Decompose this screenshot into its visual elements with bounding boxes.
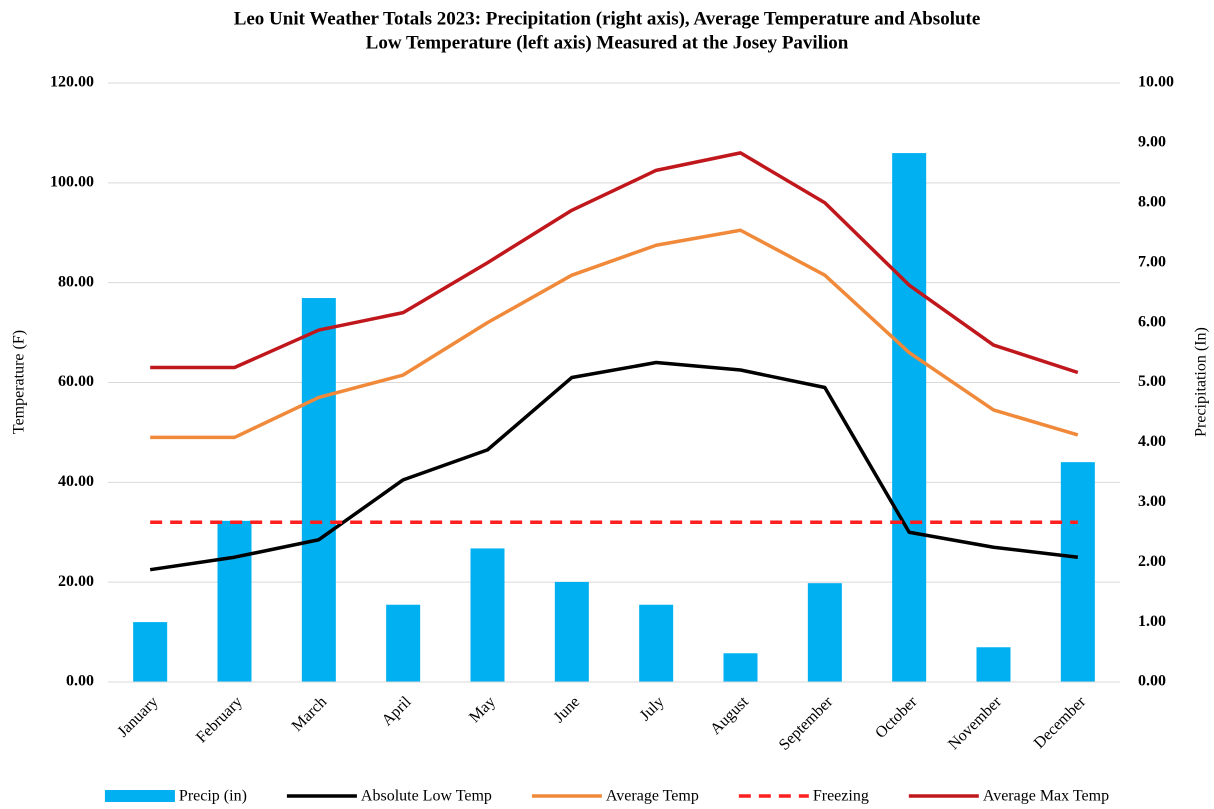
y-tick-label: 120.00 (50, 74, 94, 91)
bar (470, 548, 505, 682)
y2-tick-label: 9.00 (1138, 134, 1166, 151)
legend: Precip (in) Absolute Low Temp Average Temp… (104, 788, 1109, 805)
x-tick-label: December (1031, 693, 1090, 752)
x-tick-label: January (114, 693, 161, 740)
legend-label: Freezing (813, 788, 869, 805)
y2-tick-label: 7.00 (1138, 253, 1166, 270)
y-tick-label: 0.00 (66, 673, 94, 690)
x-tick-label: June (550, 693, 583, 726)
y2-tick-label: 3.00 (1138, 493, 1166, 510)
y2-tick-label: 8.00 (1138, 193, 1166, 210)
x-tick-label: November (945, 693, 1005, 753)
line (149, 360, 1079, 572)
legend-label: Precip (in) (179, 788, 247, 805)
bar (554, 581, 589, 682)
y-tick-label: 80.00 (58, 273, 94, 290)
bar (807, 583, 842, 682)
y-tick-label: 20.00 (58, 573, 94, 590)
bar (639, 604, 674, 682)
bar (301, 298, 336, 682)
legend-label: Average Max Temp (983, 788, 1109, 805)
x-tick-label: September (776, 693, 837, 754)
chart-title: Low Temperature (left axis) Measured at … (366, 32, 849, 53)
bar (217, 520, 252, 682)
y2-tick-label: 6.00 (1138, 313, 1166, 330)
y-tick-label: 100.00 (50, 174, 94, 191)
x-tick-label: August (707, 693, 752, 738)
bar (133, 622, 168, 682)
y2-axis-label: Precipitation (In) (1193, 327, 1210, 437)
y-axis-label: Temperature (F) (11, 330, 28, 434)
x-tick-label: July (637, 693, 668, 724)
x-tick-label: April (379, 693, 415, 729)
bar (723, 653, 758, 682)
y2-tick-label: 0.00 (1138, 673, 1166, 690)
line (150, 228, 1079, 440)
y2-tick-label: 2.00 (1138, 553, 1166, 570)
legend-label: Average Temp (606, 788, 699, 805)
y-tick-label: 40.00 (58, 473, 94, 490)
legend-label: Absolute Low Temp (361, 788, 492, 805)
bar (1060, 462, 1095, 682)
y2-tick-label: 10.00 (1138, 74, 1174, 91)
y2-tick-label: 5.00 (1138, 373, 1166, 390)
bar (976, 647, 1011, 682)
line (150, 151, 1079, 375)
y2-tick-label: 4.00 (1138, 433, 1166, 450)
x-tick-label: May (466, 693, 499, 726)
x-tick-label: October (872, 693, 921, 742)
bar (386, 604, 421, 682)
bar (892, 153, 927, 682)
x-tick-label: February (193, 693, 246, 746)
chart-title: Leo Unit Weather Totals 2023: Precipitat… (234, 8, 981, 29)
x-tick-label: March (289, 693, 331, 735)
legend-swatch (104, 790, 175, 802)
y2-tick-label: 1.00 (1138, 613, 1166, 630)
y-tick-label: 60.00 (58, 373, 94, 390)
